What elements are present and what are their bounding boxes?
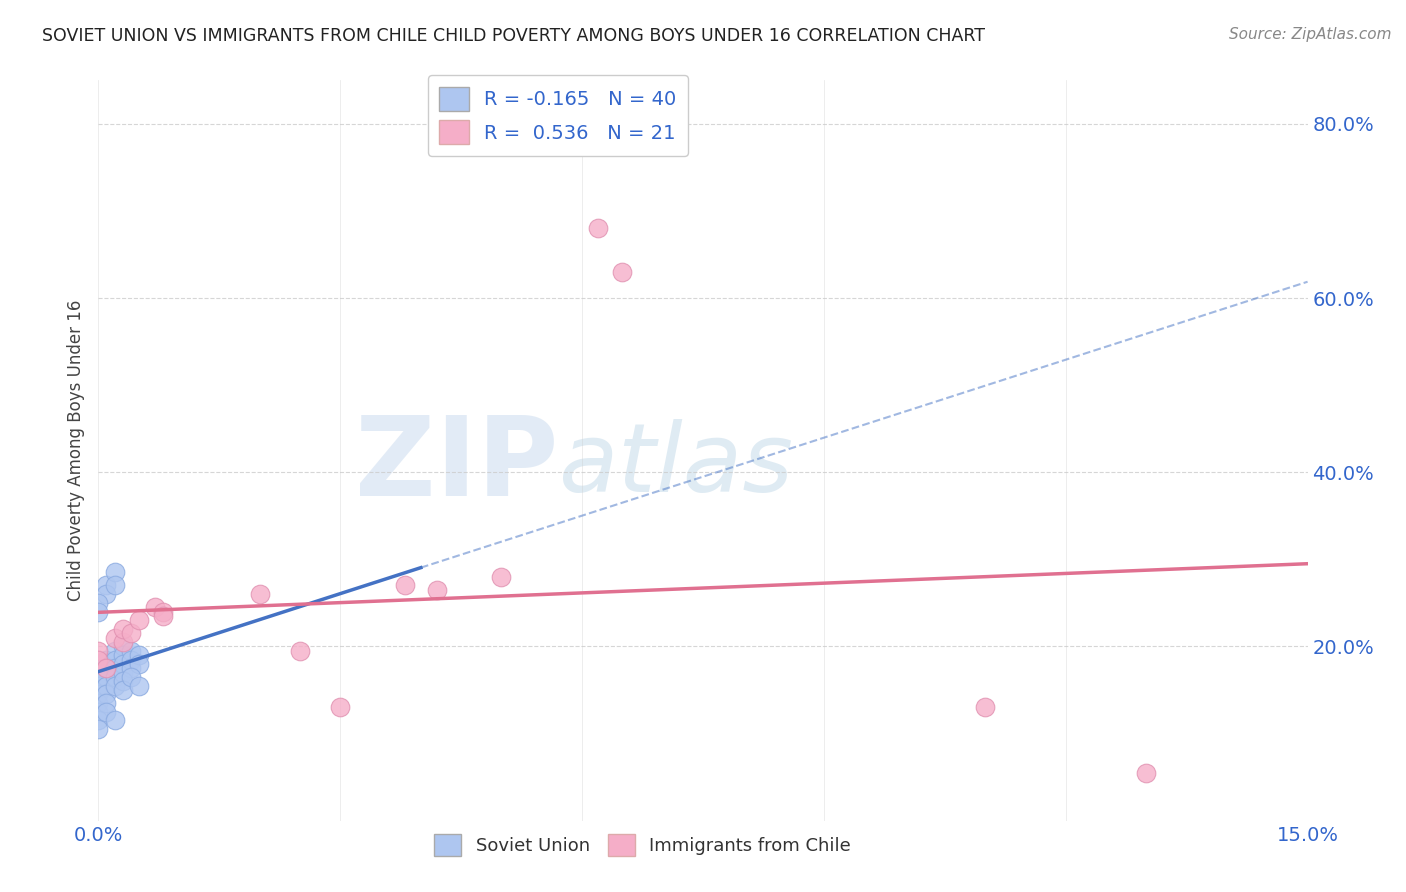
Point (111, 665, 134, 680)
Point (96, 705, 118, 719)
Point (128, 648, 150, 662)
Point (87, 714, 110, 728)
Point (1135, 765, 1157, 780)
Point (96, 696, 118, 710)
Point (87, 679, 110, 693)
Point (152, 605, 174, 619)
Text: ZIP: ZIP (354, 412, 558, 519)
Point (128, 657, 150, 671)
Point (120, 626, 142, 640)
Point (87, 705, 110, 719)
Text: SOVIET UNION VS IMMIGRANTS FROM CHILE CHILD POVERTY AMONG BOYS UNDER 16 CORRELAT: SOVIET UNION VS IMMIGRANTS FROM CHILE CH… (42, 27, 986, 45)
Point (87, 696, 110, 710)
Point (111, 657, 134, 671)
Point (152, 609, 174, 624)
Point (87, 722, 110, 736)
Point (96, 661, 118, 675)
Point (111, 622, 134, 636)
Point (87, 596, 110, 610)
Point (120, 670, 142, 684)
Point (586, 221, 609, 235)
Point (103, 679, 125, 693)
Point (120, 661, 142, 675)
Point (128, 613, 150, 627)
Point (87, 687, 110, 701)
Point (103, 670, 125, 684)
Point (103, 652, 125, 666)
Point (103, 566, 125, 580)
Point (96, 670, 118, 684)
Point (96, 652, 118, 666)
Point (426, 582, 449, 597)
Point (87, 670, 110, 684)
Point (111, 648, 134, 662)
Point (143, 600, 166, 615)
Point (96, 687, 118, 701)
Point (111, 683, 134, 698)
Point (394, 578, 416, 592)
Point (288, 644, 311, 658)
Legend: Soviet Union, Immigrants from Chile: Soviet Union, Immigrants from Chile (427, 827, 858, 863)
Point (87, 644, 110, 658)
Point (612, 265, 634, 279)
Y-axis label: Child Poverty Among Boys Under 16: Child Poverty Among Boys Under 16 (66, 300, 84, 601)
Point (96, 679, 118, 693)
Point (111, 674, 134, 689)
Point (103, 578, 125, 592)
Text: atlas: atlas (558, 418, 793, 512)
Point (120, 644, 142, 658)
Point (103, 714, 125, 728)
Point (87, 605, 110, 619)
Point (491, 570, 513, 584)
Point (103, 631, 125, 645)
Point (96, 587, 118, 601)
Point (111, 635, 134, 649)
Point (103, 661, 125, 675)
Point (128, 679, 150, 693)
Point (103, 644, 125, 658)
Point (87, 652, 110, 666)
Point (249, 587, 271, 601)
Point (974, 700, 997, 714)
Text: Source: ZipAtlas.com: Source: ZipAtlas.com (1229, 27, 1392, 42)
Point (96, 661, 118, 675)
Point (120, 652, 142, 666)
Point (96, 578, 118, 592)
Point (87, 661, 110, 675)
Point (111, 640, 134, 654)
Point (329, 700, 352, 714)
